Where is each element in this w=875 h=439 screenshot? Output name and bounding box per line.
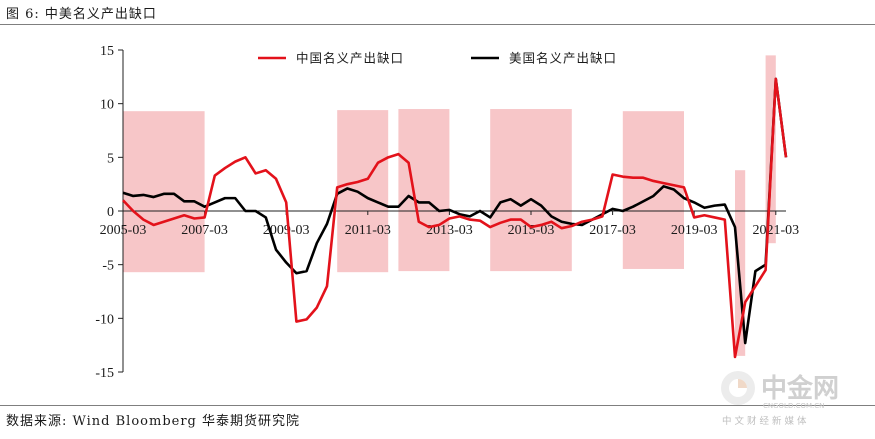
- legend-label: 中国名义产出缺口: [296, 51, 404, 66]
- x-tick-label: 2015-03: [508, 223, 555, 238]
- x-tick-label: 2005-03: [100, 223, 147, 238]
- shaded-period-2: [398, 109, 450, 272]
- bottom-divider: [0, 405, 875, 406]
- y-tick-label: -15: [95, 366, 114, 381]
- x-tick-label: 2011-03: [345, 223, 391, 238]
- watermark-logo: 中金网 CNGOLD.COM.CN 中文财经新媒体: [721, 371, 839, 427]
- x-tick-label: 2007-03: [181, 223, 228, 238]
- shaded-periods: [123, 55, 776, 356]
- x-tick-label: 2021-03: [752, 223, 799, 238]
- series-line-1: [122, 77, 788, 345]
- y-tick-label: 0: [107, 205, 114, 220]
- x-tick-label: 2009-03: [263, 223, 310, 238]
- data-source-note: 数据来源: Wind Bloomberg 华泰期货研究院: [6, 414, 301, 429]
- legend-label: 美国名义产出缺口: [509, 51, 617, 66]
- shaded-period-5: [735, 170, 746, 356]
- y-tick-label: 10: [100, 98, 114, 113]
- watermark-url: CNGOLD.COM.CN: [763, 402, 824, 410]
- watermark-brand: 中金网: [761, 373, 839, 404]
- series-lines: [122, 77, 788, 359]
- top-divider: [0, 24, 875, 25]
- x-tick-label: 2019-03: [671, 223, 718, 238]
- shaded-period-0: [123, 111, 205, 273]
- chart-legend: 中国名义产出缺口 美国名义产出缺口: [258, 51, 617, 66]
- y-tick-label: -5: [102, 259, 114, 274]
- y-tick-label: 15: [100, 44, 114, 59]
- x-tick-label: 2013-03: [426, 223, 473, 238]
- y-tick-label: 5: [107, 151, 114, 166]
- shaded-period-3: [490, 109, 572, 272]
- shaded-period-1: [337, 110, 389, 273]
- y-tick-label: -10: [95, 312, 114, 327]
- line-chart: -15 -10 -5 0 5 10 15 2005-03 2007-03 2009-03 2011-…: [95, 44, 799, 381]
- series-line-0: [122, 77, 788, 359]
- watermark-tagline: 中文财经新媒体: [722, 415, 810, 427]
- x-tick-label: 2017-03: [589, 223, 636, 238]
- figure-title: 图 6: 中美名义产出缺口: [6, 7, 157, 22]
